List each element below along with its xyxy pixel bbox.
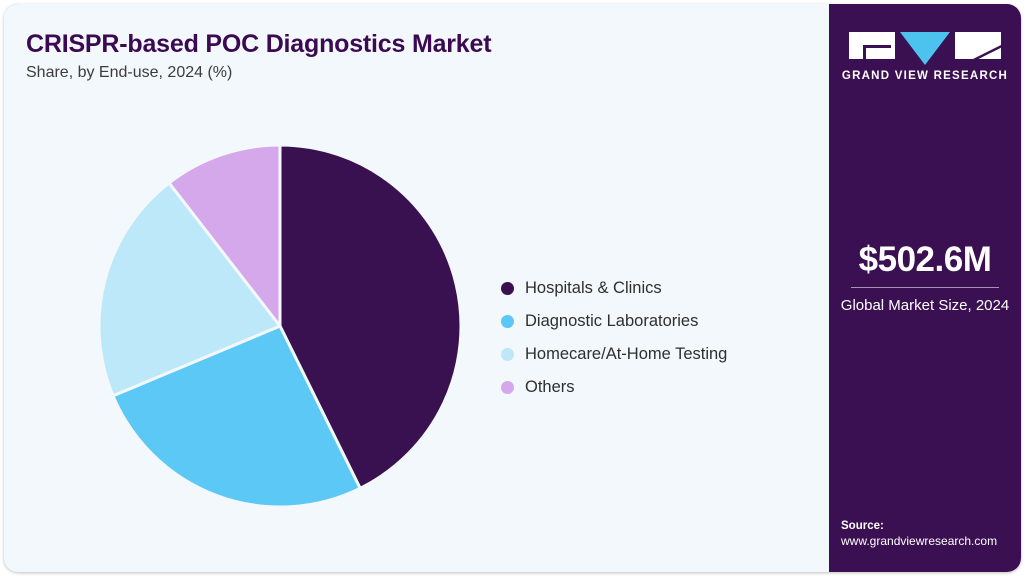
source-url[interactable]: www.grandviewresearch.com xyxy=(841,534,998,548)
legend-swatch-icon xyxy=(501,315,514,328)
chart-panel: CRISPR-based POC Diagnostics Market Shar… xyxy=(4,4,829,572)
pie-slice-group xyxy=(99,145,461,507)
market-size-value: $502.6M xyxy=(858,240,992,279)
legend-item-homecare-at-home-testing[interactable]: Homecare/At-Home Testing xyxy=(501,338,801,371)
legend-swatch-icon xyxy=(501,282,514,295)
pie-chart-svg xyxy=(99,145,461,507)
legend-item-diagnostic-laboratories[interactable]: Diagnostic Laboratories xyxy=(501,305,801,338)
pie-chart xyxy=(99,145,461,507)
logo-marks xyxy=(829,32,1021,65)
brand-name: GRAND VIEW RESEARCH xyxy=(841,70,1009,82)
pie-slice[interactable] xyxy=(278,145,461,490)
legend-item-label: Diagnostic Laboratories xyxy=(525,312,699,330)
page-title: CRISPR-based POC Diagnostics Market xyxy=(26,30,492,58)
legend-item-others[interactable]: Others xyxy=(501,371,801,404)
chart-legend: Hospitals & Clinics Diagnostic Laborator… xyxy=(501,272,801,404)
legend-item-label: Hospitals & Clinics xyxy=(525,279,662,297)
market-size-caption: Global Market Size, 2024 xyxy=(840,297,1010,314)
logo-v-triangle-icon xyxy=(900,32,950,65)
source-footer: Source: www.grandviewresearch.com xyxy=(841,520,1019,548)
brand-logo: GRAND VIEW RESEARCH xyxy=(829,32,1021,82)
pie-slice[interactable] xyxy=(99,181,282,398)
pie-slice[interactable] xyxy=(167,145,282,328)
brand-sidebar: GRAND VIEW RESEARCH $502.6M Global Marke… xyxy=(829,4,1021,572)
logo-g-icon xyxy=(849,32,895,59)
legend-item-label: Others xyxy=(525,378,575,396)
infographic-card: CRISPR-based POC Diagnostics Market Shar… xyxy=(4,4,1021,572)
logo-r-icon xyxy=(955,32,1001,59)
stat-divider xyxy=(851,287,999,288)
legend-swatch-icon xyxy=(501,381,514,394)
market-size-stat: $502.6M Global Market Size, 2024 xyxy=(829,240,1021,316)
page-subtitle: Share, by End-use, 2024 (%) xyxy=(26,64,233,81)
legend-item-label: Homecare/At-Home Testing xyxy=(525,345,728,363)
source-label: Source: xyxy=(841,520,884,532)
legend-item-hospitals-clinics[interactable]: Hospitals & Clinics xyxy=(501,272,801,305)
legend-swatch-icon xyxy=(501,348,514,361)
